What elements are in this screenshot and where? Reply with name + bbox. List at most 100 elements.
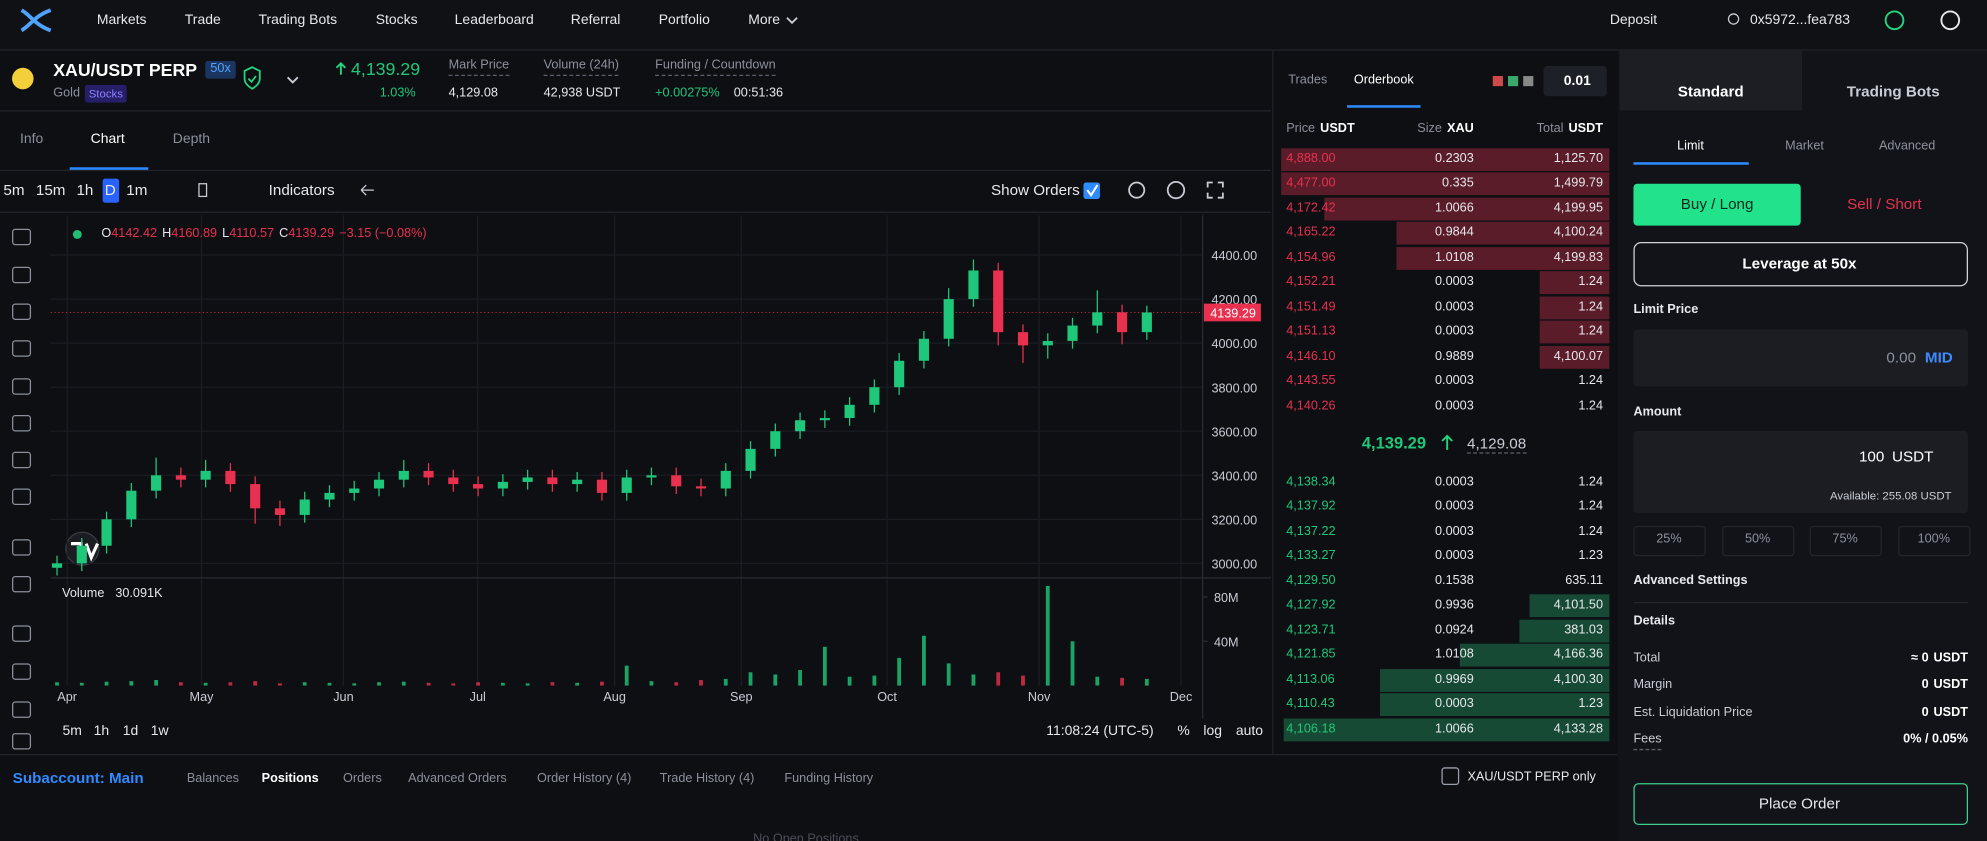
percent-button[interactable] — [1898, 525, 1971, 557]
drawing-tool[interactable] — [12, 575, 32, 593]
tick-dropdown[interactable] — [1543, 65, 1607, 97]
order-type-tab[interactable]: Market — [1785, 139, 1824, 154]
order-type-tab[interactable]: Advanced — [1878, 139, 1936, 154]
fullscreen-icon[interactable] — [1206, 181, 1224, 199]
drawing-tool[interactable] — [12, 303, 32, 320]
scale-option[interactable]: % — [1177, 723, 1190, 739]
volume-bar — [600, 681, 604, 686]
scale-option[interactable]: auto — [1235, 723, 1264, 739]
indicators-button[interactable]: Indicators — [268, 181, 335, 199]
nav-item[interactable]: Referral — [570, 12, 621, 28]
chevron[interactable] — [286, 76, 299, 84]
mode-tab[interactable]: Standard — [1677, 82, 1744, 101]
symbol[interactable]: XAU/USDT PERP — [53, 59, 198, 80]
clock: 11:08:24 (UTC-5) — [1046, 723, 1154, 739]
mode-tab[interactable]: Trading Bots — [1846, 82, 1940, 101]
drawing-tool[interactable] — [12, 701, 32, 718]
buy-button[interactable] — [1633, 183, 1801, 226]
nav-item[interactable]: Portfolio — [658, 12, 710, 28]
show-orders-label[interactable]: Show Orders — [990, 181, 1080, 199]
account-icon[interactable] — [1727, 13, 1740, 25]
mid-button[interactable]: MID — [1924, 348, 1953, 367]
orderbook-tab[interactable]: Orderbook — [1353, 73, 1414, 88]
deposit-button[interactable]: Deposit — [1609, 12, 1658, 28]
bottom-tab[interactable]: Balances — [186, 771, 239, 786]
candle-icon[interactable] — [198, 183, 208, 198]
sell-button[interactable]: Sell / Short — [1847, 195, 1922, 213]
show-orders-checkbox[interactable] — [1083, 182, 1100, 199]
range-button[interactable]: 1d — [122, 723, 139, 739]
subaccount[interactable]: Subaccount: Main — [12, 769, 144, 787]
view-tab[interactable]: Chart — [90, 131, 125, 147]
filter-label[interactable]: XAU/USDT PERP only — [1467, 770, 1596, 785]
view-tab[interactable]: Depth — [172, 131, 210, 147]
buy-label[interactable]: Buy / Long — [1680, 195, 1754, 213]
bottom-tab[interactable]: Order History (4) — [537, 771, 632, 786]
drawing-tool[interactable] — [12, 378, 32, 395]
view-toggle[interactable] — [1492, 76, 1503, 87]
bottom-tab[interactable]: Funding History — [784, 771, 874, 786]
place-order-label[interactable]: Place Order — [1758, 794, 1841, 813]
nav-item[interactable]: Stocks — [375, 12, 418, 28]
nav-item[interactable]: More — [748, 12, 781, 28]
percent-button[interactable] — [1722, 525, 1795, 557]
nav-item[interactable]: Trading Bots — [258, 12, 338, 28]
interval[interactable]: 5m — [3, 181, 25, 199]
place-order-button[interactable] — [1633, 783, 1968, 825]
drawing-tool[interactable] — [12, 733, 32, 750]
view-toggle[interactable] — [1507, 76, 1519, 87]
drawing-tool[interactable] — [12, 266, 32, 284]
range-button[interactable]: 1h — [93, 723, 110, 739]
drawing-tool[interactable] — [12, 539, 32, 556]
drawing-tool[interactable] — [12, 228, 32, 246]
percent-label[interactable]: 100% — [1917, 532, 1950, 547]
range-button[interactable]: 5m — [62, 723, 82, 739]
search-icon[interactable] — [1128, 181, 1146, 199]
bottom-tab[interactable]: Positions — [261, 771, 319, 786]
bottom-tab[interactable]: Orders — [343, 771, 382, 786]
drawing-tool[interactable] — [12, 451, 32, 469]
section-header[interactable]: Details — [1633, 614, 1676, 629]
drawing-tool[interactable] — [12, 625, 32, 642]
app-icon[interactable] — [1884, 10, 1905, 31]
interval[interactable]: D — [104, 181, 116, 199]
percent-label[interactable]: 25% — [1656, 532, 1682, 547]
settings-icon[interactable] — [1166, 180, 1186, 200]
limit-input[interactable] — [1633, 329, 1968, 387]
percent-button[interactable] — [1809, 525, 1882, 557]
interval[interactable]: 1h — [76, 181, 94, 199]
leverage-button[interactable] — [1633, 242, 1968, 287]
leverage-label[interactable]: Leverage at 50x — [1742, 254, 1857, 273]
interval-active[interactable] — [102, 178, 120, 203]
chevron[interactable] — [786, 17, 798, 25]
drawing-tool[interactable] — [12, 663, 32, 680]
nav-item[interactable]: Leaderboard — [454, 12, 534, 28]
percent-label[interactable]: 75% — [1832, 532, 1858, 547]
view-toggle[interactable] — [1523, 76, 1534, 87]
mode-active[interactable] — [1619, 50, 1802, 111]
globe-icon[interactable] — [1940, 10, 1961, 31]
orderbook-tab[interactable]: Trades — [1288, 73, 1328, 88]
percent-button[interactable] — [1633, 525, 1706, 557]
bottom-tab[interactable]: Trade History (4) — [659, 771, 755, 786]
drawing-tool[interactable] — [12, 488, 32, 505]
percent-label[interactable]: 50% — [1744, 532, 1771, 547]
section-header[interactable]: Advanced Settings — [1633, 574, 1748, 588]
drawing-tool[interactable] — [12, 340, 32, 357]
amount-unit[interactable]: USDT — [1891, 447, 1934, 466]
undo-icon[interactable] — [360, 184, 374, 196]
bottom-tab[interactable]: Advanced Orders — [408, 771, 507, 786]
account[interactable]: 0x5972...fea783 — [1750, 12, 1851, 28]
filter-checkbox[interactable] — [1441, 767, 1460, 786]
scale-option[interactable]: log — [1203, 723, 1223, 739]
range-button[interactable]: 1w — [150, 723, 169, 739]
nav-item[interactable]: Trade — [184, 12, 221, 28]
order-type-tab[interactable]: Limit — [1677, 139, 1704, 154]
column-label: Total — [1536, 121, 1564, 136]
drawing-tool[interactable] — [12, 415, 32, 432]
view-tab[interactable]: Info — [20, 131, 44, 147]
interval[interactable]: 1m — [126, 181, 148, 199]
interval[interactable]: 15m — [35, 181, 66, 199]
amount-input[interactable] — [1633, 430, 1968, 514]
nav-item[interactable]: Markets — [96, 12, 147, 28]
